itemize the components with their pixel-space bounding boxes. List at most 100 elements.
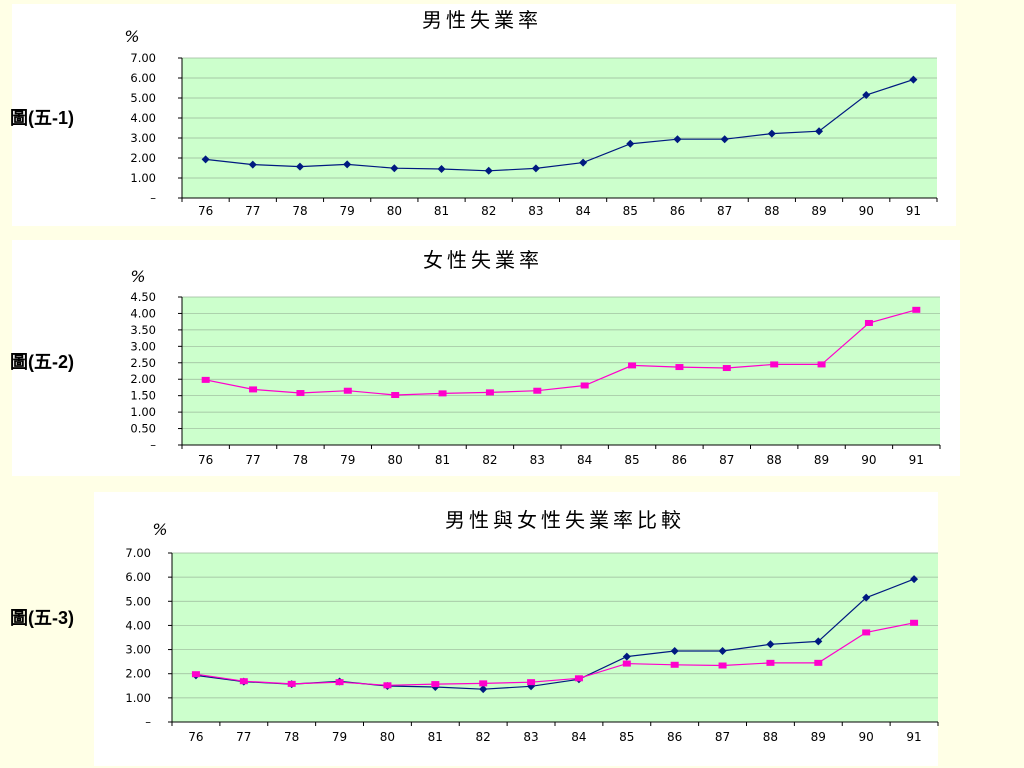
x-tick-label: 83 <box>530 453 545 467</box>
data-point <box>673 135 682 144</box>
x-tick-label: 82 <box>482 453 497 467</box>
x-tick-label: 81 <box>435 453 450 467</box>
y-tick-label: 4.50 <box>130 290 156 304</box>
y-tick-label: 4.00 <box>130 306 156 320</box>
x-tick-label: 83 <box>528 204 543 218</box>
x-tick-label: 85 <box>624 453 639 467</box>
data-point <box>579 158 588 167</box>
chart-1: – 1.00 2.00 3.00 4.00 5.00 6.00 7.00 76 77 78 79 80 8… <box>124 8 938 218</box>
plot-area <box>172 553 938 722</box>
data-point <box>815 127 824 136</box>
y-tick-label: 2.00 <box>130 151 156 165</box>
figure-label-2: 圖(五-2) <box>10 352 74 372</box>
y-tick-label: – <box>150 438 156 452</box>
data-point <box>766 640 775 649</box>
data-point <box>527 679 536 686</box>
data-point <box>479 680 488 687</box>
x-tick-label: 88 <box>763 730 778 744</box>
data-point <box>626 139 635 148</box>
x-tick-label: 85 <box>623 204 638 218</box>
data-point <box>675 364 684 371</box>
x-tick-label: 78 <box>293 453 308 467</box>
x-tick-label: 77 <box>236 730 251 744</box>
x-tick-label: 80 <box>380 730 395 744</box>
series-line <box>205 309 917 396</box>
y-tick-label: 3.00 <box>125 643 151 657</box>
data-point <box>912 306 921 313</box>
y-tick-label: 1.00 <box>130 405 156 419</box>
figure-label-1: 圖(五-1) <box>10 108 74 128</box>
x-tick-label: 86 <box>672 453 687 467</box>
y-axis-label: % <box>152 520 167 539</box>
data-point <box>479 685 488 694</box>
data-point <box>485 389 494 396</box>
series-line <box>195 622 915 686</box>
data-point <box>438 390 447 397</box>
data-point <box>862 91 871 99</box>
data-point <box>191 671 200 678</box>
y-tick-label: 0.50 <box>130 422 156 436</box>
data-point <box>533 387 542 394</box>
data-point <box>431 681 440 688</box>
data-point <box>248 160 257 169</box>
x-tick-label: 81 <box>434 204 449 218</box>
x-tick-label: 79 <box>332 730 347 744</box>
data-point <box>622 652 631 661</box>
data-point <box>580 382 589 389</box>
data-point <box>770 361 779 368</box>
x-tick-label: 77 <box>245 204 260 218</box>
data-point <box>910 619 919 626</box>
x-tick-label: 88 <box>764 204 779 218</box>
y-axis-label: % <box>124 27 139 46</box>
x-tick-label: 90 <box>859 730 874 744</box>
data-point <box>484 166 493 175</box>
data-point <box>201 376 210 383</box>
y-tick-label: 1.00 <box>130 171 156 185</box>
x-tick-label: 91 <box>906 730 921 744</box>
y-tick-label: – <box>150 191 156 205</box>
data-point <box>574 675 583 682</box>
x-tick-label: 90 <box>861 453 876 467</box>
y-tick-label: 7.00 <box>125 546 151 560</box>
series-line <box>205 79 914 172</box>
data-point <box>766 659 775 666</box>
data-point <box>814 659 823 666</box>
x-tick-label: 79 <box>340 204 355 218</box>
x-tick-label: 86 <box>670 204 685 218</box>
x-tick-label: 88 <box>767 453 782 467</box>
data-point <box>390 164 399 173</box>
y-tick-label: 4.00 <box>130 111 156 125</box>
x-tick-label: 79 <box>340 453 355 467</box>
x-tick-label: 84 <box>575 204 590 218</box>
y-tick-label: 1.50 <box>130 389 156 403</box>
data-point <box>437 165 446 173</box>
x-tick-label: 86 <box>667 730 682 744</box>
x-tick-label: 77 <box>245 453 260 467</box>
x-tick-label: 80 <box>388 453 403 467</box>
figure-label-3: 圖(五-3) <box>10 608 74 628</box>
data-point <box>720 135 729 144</box>
y-tick-label: 2.00 <box>125 667 151 681</box>
data-point <box>864 319 873 326</box>
data-point <box>718 647 727 656</box>
data-point <box>909 75 918 84</box>
x-tick-label: 83 <box>523 730 538 744</box>
data-point <box>201 155 210 164</box>
data-point <box>670 661 679 668</box>
data-point <box>862 593 871 602</box>
data-point <box>628 362 637 369</box>
x-tick-label: 82 <box>476 730 491 744</box>
data-point <box>531 164 540 173</box>
data-point <box>383 682 392 689</box>
x-tick-label: 80 <box>387 204 402 218</box>
x-tick-label: 87 <box>717 204 732 218</box>
x-tick-label: 84 <box>571 730 586 744</box>
data-point <box>722 365 731 372</box>
y-tick-label: 3.50 <box>130 323 156 337</box>
y-tick-label: 3.00 <box>130 339 156 353</box>
x-tick-label: 82 <box>481 204 496 218</box>
x-tick-label: 81 <box>428 730 443 744</box>
y-tick-label: 4.00 <box>125 618 151 632</box>
x-tick-label: 76 <box>198 204 213 218</box>
